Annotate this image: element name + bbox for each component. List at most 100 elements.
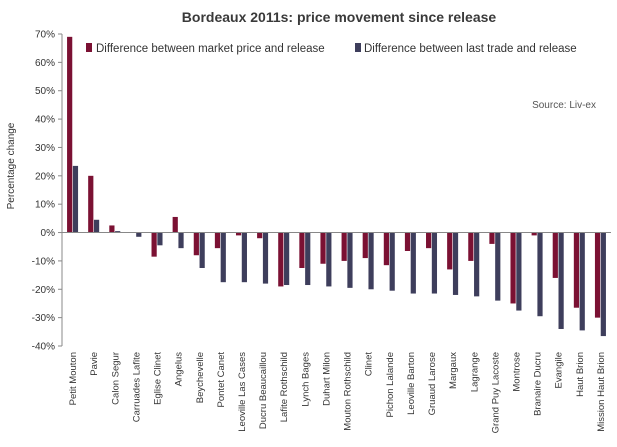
bar-market-price <box>214 232 221 249</box>
category-label: Leoville Las Cases <box>237 352 248 432</box>
y-tick-label: 70% <box>35 30 55 41</box>
y-tick-label: -10% <box>32 256 55 267</box>
y-tick-label: 50% <box>35 86 55 97</box>
y-tick-label: -20% <box>32 285 55 296</box>
y-tick-label: -40% <box>32 342 55 353</box>
legend-label-last-trade: Difference between last trade and releas… <box>364 43 577 55</box>
category-label: Mouton Rothschild <box>343 352 354 431</box>
category-label: Montrose <box>511 352 522 392</box>
category-label: Eglise Clinet <box>153 352 164 405</box>
bar-last-trade <box>389 232 395 291</box>
bar-market-price <box>426 232 432 249</box>
chart-title: Bordeaux 2011s: price movement since rel… <box>182 9 497 25</box>
y-tick-label: -30% <box>32 313 55 324</box>
bar-market-price <box>552 232 558 278</box>
bar-last-trade <box>284 232 290 286</box>
bar-market-price <box>404 232 411 251</box>
category-label: Lafite Rothschild <box>279 352 290 422</box>
bar-last-trade <box>537 232 543 317</box>
bar-last-trade <box>495 232 501 301</box>
bar-last-trade <box>410 232 416 294</box>
y-axis-label: Percentage change <box>6 122 17 209</box>
y-tick-label: 30% <box>35 143 55 154</box>
bar-last-trade <box>115 231 121 233</box>
bar-last-trade <box>305 232 311 286</box>
bar-last-trade <box>368 232 374 290</box>
bar-last-trade <box>558 232 564 329</box>
category-label: Branaire Ducru <box>533 352 544 416</box>
category-label: Duhart Milon <box>321 352 332 406</box>
bar-last-trade <box>347 232 353 288</box>
y-axis: 70% 60% 50% 40% 30% 20% 10% 0% -10% -20% -30% -40% <box>32 30 63 353</box>
category-label: Lynch Bages <box>300 352 311 407</box>
category-label: Mission Haut Brion <box>596 352 607 432</box>
legend-label-market: Difference between market price and rele… <box>96 43 325 55</box>
bar-market-price <box>172 216 178 233</box>
bar-market-price <box>257 232 263 239</box>
category-label: Margaux <box>448 352 459 389</box>
category-label: Lagrange <box>469 352 480 392</box>
bar-market-price <box>67 36 73 233</box>
bar-last-trade <box>600 232 606 337</box>
category-label: Carruades Lafite <box>131 352 142 422</box>
bar-market-price <box>510 232 516 304</box>
bar-market-price <box>299 232 305 268</box>
category-label: Haut Brion <box>575 352 586 397</box>
category-label: Pavie <box>89 352 100 376</box>
bar-market-price <box>383 232 389 266</box>
bar-market-price <box>531 232 537 236</box>
category-label: Pichon Lalande <box>385 352 396 418</box>
category-label: Leoville Barton <box>406 352 417 415</box>
category-label: Calon Segur <box>110 352 121 405</box>
bar-market-price <box>193 232 199 256</box>
x-axis: Petit Mouton Pavie Calon Segur Carruades La… <box>62 232 611 433</box>
bar-market-price <box>278 232 284 287</box>
bar-last-trade <box>516 232 522 311</box>
bar-last-trade <box>157 232 163 246</box>
bar-last-trade <box>326 232 332 287</box>
bar-last-trade <box>178 232 184 249</box>
bar-last-trade <box>136 232 142 237</box>
bar-market-price <box>320 232 326 264</box>
category-label: Gruaud Larose <box>427 352 438 415</box>
bar-last-trade <box>431 232 438 294</box>
y-tick-label: 40% <box>35 115 55 126</box>
bar-last-trade <box>199 232 205 268</box>
bar-market-price <box>151 232 157 257</box>
bar-last-trade <box>474 232 480 297</box>
bars <box>67 36 606 337</box>
y-tick-label: 20% <box>35 171 55 182</box>
bar-market-price <box>235 232 242 236</box>
bar-market-price <box>489 232 495 244</box>
category-label: Angelus <box>174 352 185 387</box>
bar-market-price <box>573 232 580 308</box>
bar-last-trade <box>452 232 459 295</box>
category-label: Beychevelle <box>195 352 206 403</box>
category-label: Evangile <box>554 352 565 388</box>
category-label: Petit Mouton <box>68 352 79 405</box>
bar-last-trade <box>241 232 247 283</box>
y-tick-label: 10% <box>35 200 55 211</box>
bar-last-trade <box>220 232 226 283</box>
category-label: Pontet Canet <box>216 352 227 408</box>
bar-market-price <box>341 232 347 261</box>
source-note: Source: Liv-ex <box>532 100 596 111</box>
category-label: Grand Puy Lacoste <box>490 352 501 433</box>
category-label: Ducru Beaucaillou <box>258 352 269 429</box>
legend-swatch-last-trade <box>355 43 361 52</box>
bar-market-price <box>468 232 474 261</box>
bar-last-trade <box>262 232 269 284</box>
bar-market-price <box>594 232 601 318</box>
bar-market-price <box>362 232 368 259</box>
category-label: Clinet <box>364 352 375 377</box>
y-tick-label: 0% <box>41 228 56 239</box>
bar-last-trade <box>579 232 585 331</box>
legend-swatch-market <box>86 43 92 52</box>
bar-market-price <box>109 225 115 233</box>
bar-market-price <box>88 175 94 233</box>
bar-last-trade <box>93 219 100 233</box>
bar-market-price <box>447 232 453 270</box>
bar-last-trade <box>72 165 79 233</box>
legend: Difference between market price and rele… <box>86 43 577 55</box>
